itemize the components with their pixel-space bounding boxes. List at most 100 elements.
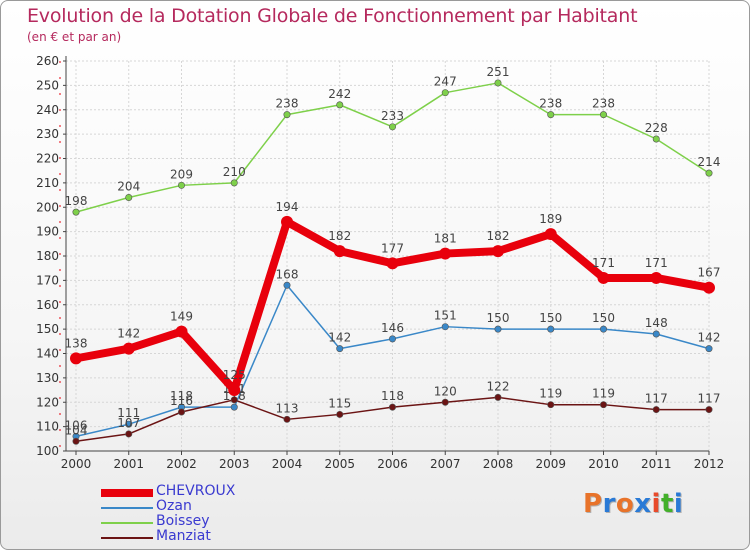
data-point [386,257,399,270]
data-point [439,247,452,260]
data-label: 125 [223,368,246,382]
data-label: 177 [381,241,404,255]
data-label: 198 [65,194,88,208]
data-label: 117 [698,392,721,406]
y-tick-label: 230 [36,127,59,141]
data-label: 233 [381,109,404,123]
data-label: 210 [223,165,246,179]
data-point [230,396,238,404]
x-tick-label: 2007 [430,457,461,471]
data-label: 111 [117,406,140,420]
y-tick-label: 140 [36,347,59,361]
data-label: 181 [434,232,457,246]
y-tick-label: 150 [36,322,59,336]
chart-title: Evolution de la Dotation Globale de Fonc… [27,5,638,27]
data-point [388,403,396,411]
logo-letter: i [673,489,684,519]
data-point [547,325,555,333]
data-point [703,281,715,294]
data-label: 182 [487,229,510,243]
x-tick-label: 2001 [113,457,144,471]
data-label: 142 [698,331,721,345]
data-label: 118 [170,389,193,403]
data-point [599,325,607,333]
y-tick-label: 240 [36,103,59,117]
legend-swatch [101,537,153,539]
x-tick-label: 2004 [272,457,303,471]
y-tick-label: 110 [36,420,59,434]
data-point [336,345,344,353]
data-point [283,281,291,289]
data-point [650,271,663,284]
x-tick-label: 2003 [219,457,250,471]
y-tick-label: 190 [36,225,59,239]
y-tick-label: 120 [36,395,59,409]
legend-swatch [101,507,153,509]
y-tick-label: 100 [36,444,59,458]
data-point [230,403,238,411]
data-label: 247 [434,75,457,89]
data-point [125,194,133,202]
legend-label: CHEVROUX [156,483,236,499]
logo-letter: i [651,489,661,519]
y-tick-label: 170 [36,273,59,287]
data-label: 238 [592,97,615,111]
data-label: 119 [539,387,562,401]
data-point [547,111,555,119]
data-point [652,330,660,338]
data-label: 116 [170,394,193,408]
data-point [333,245,346,258]
data-point [122,342,135,355]
data-point [599,401,607,409]
data-label: 120 [434,384,457,398]
data-point [494,393,502,401]
data-label: 150 [592,311,615,325]
data-label: 228 [645,121,668,135]
data-label: 167 [698,266,721,280]
data-label: 168 [276,267,299,281]
x-tick-label: 2010 [588,457,619,471]
data-point [336,101,344,109]
data-point [705,406,713,414]
x-tick-label: 2012 [694,457,725,471]
data-label: 171 [592,256,615,270]
data-point [228,384,241,397]
x-tick-label: 2000 [61,457,92,471]
x-tick-label: 2005 [324,457,355,471]
data-point [125,420,133,428]
y-tick-label: 210 [36,176,59,190]
data-label: 242 [328,87,351,101]
data-label: 119 [592,387,615,401]
data-label: 151 [434,309,457,323]
legend-label: Manziat [156,528,211,544]
data-point [492,245,504,258]
data-label: 138 [65,336,88,350]
data-point [652,135,660,143]
data-point [175,325,188,338]
data-point [283,111,291,119]
data-point [547,401,555,409]
data-label: 214 [698,155,721,169]
data-label: 194 [276,200,299,214]
data-point [494,325,502,333]
data-label: 171 [645,256,668,270]
legend-label: Ozan [156,498,192,514]
logo-letter: P [583,489,603,519]
y-tick-label: 220 [36,152,59,166]
data-label: 238 [276,97,299,111]
data-label: 204 [117,180,140,194]
data-point [125,430,133,438]
data-label: 251 [487,65,510,79]
data-label: 142 [328,331,351,345]
legend-swatch [101,489,153,497]
data-label: 149 [170,310,193,324]
y-tick-label: 130 [36,371,59,385]
data-label: 142 [117,327,140,341]
data-point [597,271,610,284]
data-label: 118 [223,389,246,403]
data-point [72,208,80,216]
data-label: 104 [65,423,88,437]
logo-letter: r [602,489,616,519]
